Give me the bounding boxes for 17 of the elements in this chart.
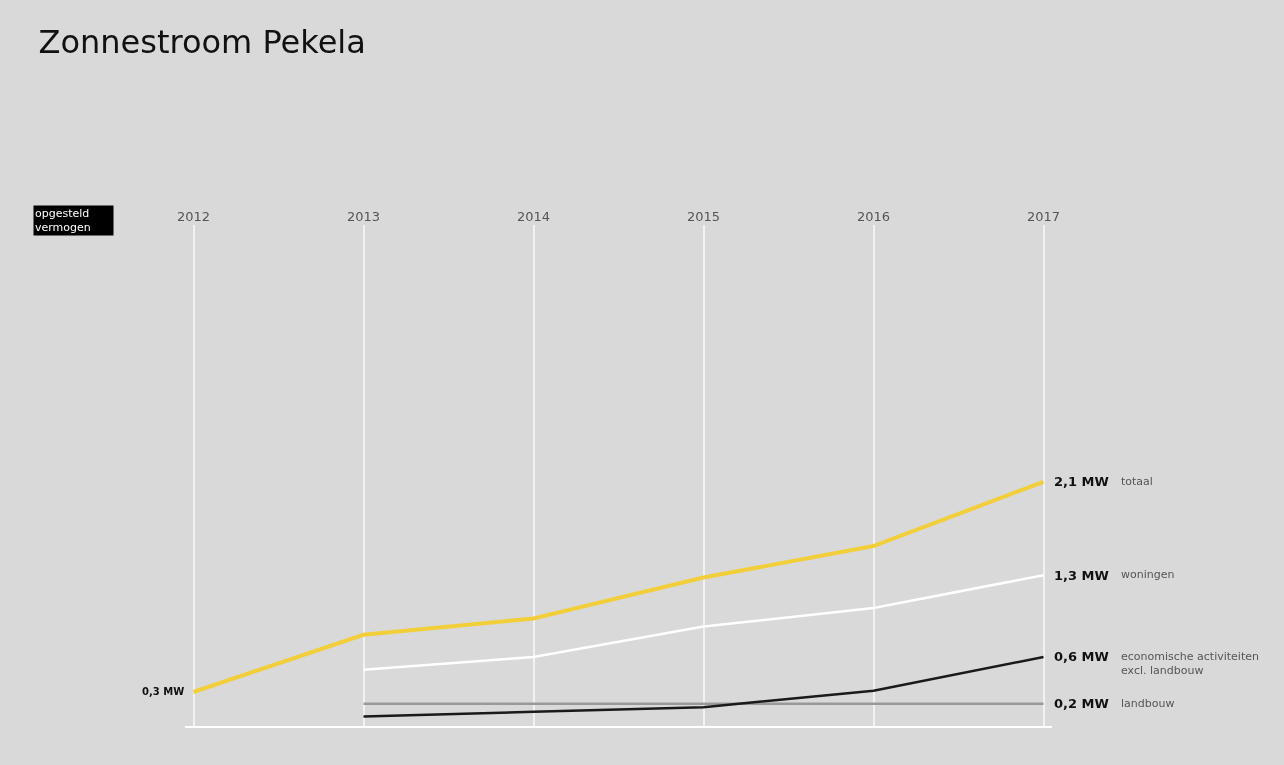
x-tick-label: 2012 (176, 209, 211, 225)
chart-title: Zonnestroom Pekela (38, 23, 366, 61)
text: woningen (1121, 568, 1175, 581)
data-label: 1,3 MW (1054, 568, 1109, 583)
x-tick-label: 2016 (856, 209, 891, 225)
x-tick-label: 2014 (516, 209, 551, 225)
text: totaal (1121, 475, 1153, 488)
text: opgesteld vermogen (35, 207, 112, 235)
text: economische activiteiten excl. landbouw (1121, 650, 1259, 678)
data-label: 2,1 MW (1054, 474, 1109, 489)
x-tick-label: 2013 (346, 209, 381, 225)
x-tick-label: 2017 (1026, 209, 1061, 225)
data-label: 0,6 MW (1054, 649, 1109, 664)
x-tick-label: 2015 (686, 209, 721, 225)
text: landbouw (1121, 697, 1175, 710)
data-label: 0,3 MW (142, 686, 185, 697)
data-label: 0,2 MW (1054, 696, 1109, 711)
